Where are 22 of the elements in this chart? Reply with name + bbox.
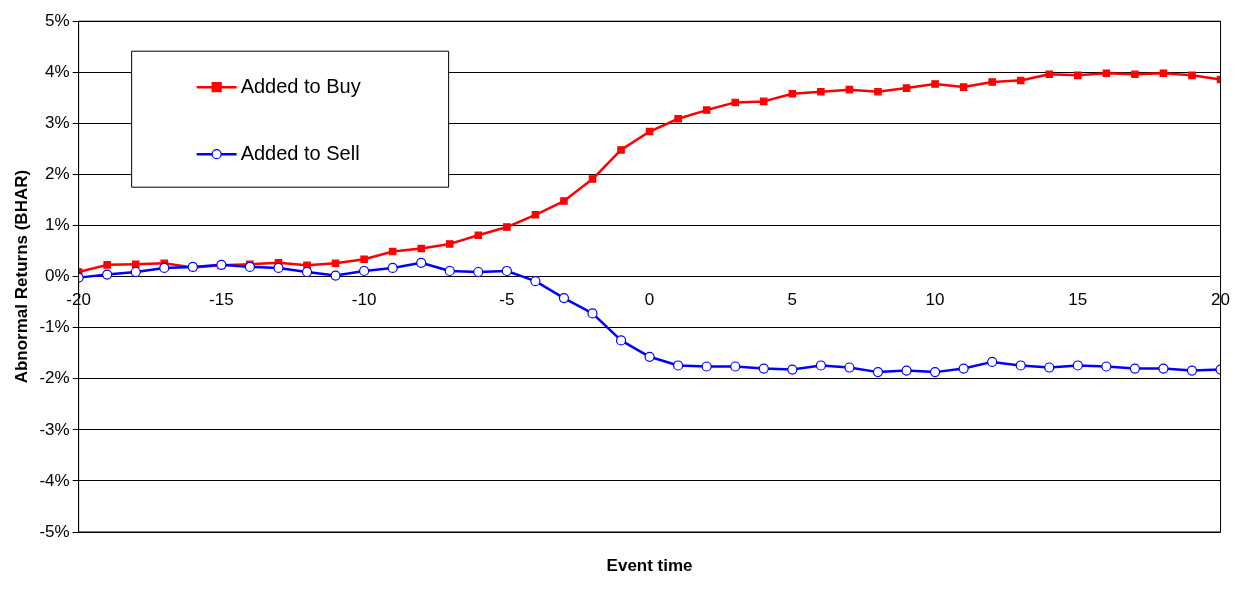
y-tick-label: -4% bbox=[39, 470, 70, 490]
y-tick-label: 0% bbox=[45, 266, 70, 286]
legend-label: Added to Buy bbox=[240, 74, 361, 97]
y-tick-label: 2% bbox=[45, 164, 70, 184]
y-tick-label: 5% bbox=[45, 10, 70, 30]
y-tick-label: -2% bbox=[39, 368, 70, 388]
x-tick-label: -10 bbox=[351, 290, 377, 310]
x-tick-label: 0 bbox=[644, 290, 655, 310]
y-axis-title: Abnormal Returns (BHAR) bbox=[11, 169, 31, 384]
y-tick-label: -3% bbox=[39, 419, 70, 439]
x-tick-label: 15 bbox=[1068, 290, 1088, 310]
y-tick-label: -1% bbox=[39, 317, 70, 337]
legend-label: Added to Sell bbox=[240, 141, 360, 164]
x-tick-label: 5 bbox=[787, 290, 798, 310]
y-tick-label: 4% bbox=[45, 61, 70, 81]
y-tick-label: 1% bbox=[45, 215, 70, 235]
y-tick-label: -5% bbox=[39, 521, 70, 541]
y-tick-label: 3% bbox=[45, 113, 70, 133]
x-axis-title: Event time bbox=[606, 555, 693, 575]
x-tick-label: 10 bbox=[925, 290, 945, 310]
x-tick-label: -15 bbox=[209, 290, 234, 310]
x-tick-label: -5 bbox=[499, 290, 515, 310]
